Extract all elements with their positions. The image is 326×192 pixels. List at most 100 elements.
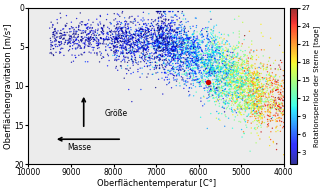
Point xyxy=(66,41,71,45)
Point xyxy=(227,53,232,56)
Point xyxy=(200,50,205,53)
Point xyxy=(193,72,198,75)
Point xyxy=(208,10,213,13)
Point xyxy=(224,90,230,93)
Point xyxy=(231,70,237,74)
Point xyxy=(130,36,135,39)
Point xyxy=(159,36,164,39)
Point xyxy=(138,60,143,63)
Point xyxy=(171,68,176,71)
Point xyxy=(260,54,266,57)
Point xyxy=(167,78,172,81)
Point xyxy=(239,63,244,66)
Point xyxy=(150,24,155,27)
Point xyxy=(126,22,131,26)
Point xyxy=(233,100,238,103)
Point xyxy=(232,80,238,83)
Point xyxy=(189,51,195,54)
Point xyxy=(61,27,66,30)
Point xyxy=(121,54,126,57)
Point xyxy=(217,36,222,40)
Point xyxy=(73,38,78,41)
Point xyxy=(207,69,212,72)
Point xyxy=(190,33,195,36)
Point xyxy=(186,66,191,69)
Point xyxy=(159,41,165,44)
Point xyxy=(143,34,148,37)
Point xyxy=(61,37,67,40)
Point xyxy=(141,28,146,31)
Point xyxy=(237,75,243,78)
Point xyxy=(225,68,230,71)
Point xyxy=(242,88,247,91)
Point xyxy=(63,25,68,28)
Point xyxy=(162,12,168,15)
Point xyxy=(153,44,158,47)
Point xyxy=(257,85,262,88)
Point xyxy=(188,47,193,50)
Point xyxy=(251,106,256,109)
Point xyxy=(243,98,248,102)
Point xyxy=(186,63,191,66)
Point xyxy=(235,64,240,67)
Point xyxy=(47,26,52,30)
Point xyxy=(187,66,193,69)
Point xyxy=(168,49,173,52)
Point xyxy=(159,28,164,31)
Point xyxy=(130,48,136,51)
Point xyxy=(250,93,256,96)
Point xyxy=(242,72,247,75)
Point xyxy=(200,104,205,107)
Point xyxy=(165,42,170,45)
Point xyxy=(252,96,257,99)
Point xyxy=(176,26,181,29)
Point xyxy=(218,36,224,39)
Point xyxy=(174,47,179,50)
Point xyxy=(193,85,198,88)
Point xyxy=(232,109,238,112)
Point xyxy=(251,80,257,83)
Point xyxy=(231,57,236,60)
Point xyxy=(267,76,273,79)
Point xyxy=(181,49,186,52)
Point xyxy=(223,60,228,63)
Point xyxy=(211,42,216,46)
Point xyxy=(189,57,194,60)
Point xyxy=(280,112,286,115)
Point xyxy=(212,68,217,71)
Point xyxy=(251,49,257,52)
Point xyxy=(166,40,171,43)
Point xyxy=(128,72,134,75)
Point xyxy=(242,108,247,111)
Point xyxy=(163,53,168,56)
Point xyxy=(229,86,234,89)
Point xyxy=(170,65,176,68)
Point xyxy=(170,40,175,43)
Point xyxy=(234,65,240,68)
Point xyxy=(227,91,232,94)
Point xyxy=(157,46,163,49)
Point xyxy=(175,31,180,34)
Point xyxy=(228,99,233,102)
Point xyxy=(265,63,270,66)
Point xyxy=(201,56,206,59)
Point xyxy=(167,81,172,84)
Point xyxy=(273,103,278,106)
Point xyxy=(133,28,139,31)
Point xyxy=(200,56,205,60)
Point xyxy=(209,47,215,50)
Point xyxy=(166,22,171,25)
Point xyxy=(263,86,269,89)
Point xyxy=(117,15,122,18)
Point xyxy=(231,99,236,102)
Point xyxy=(159,46,165,49)
Point xyxy=(233,61,239,64)
Point xyxy=(242,63,247,66)
Point xyxy=(73,32,79,35)
Point xyxy=(254,98,259,101)
Point xyxy=(206,54,211,57)
Point xyxy=(268,106,273,109)
Point xyxy=(236,110,241,113)
Point xyxy=(161,26,166,30)
Point xyxy=(67,48,72,51)
